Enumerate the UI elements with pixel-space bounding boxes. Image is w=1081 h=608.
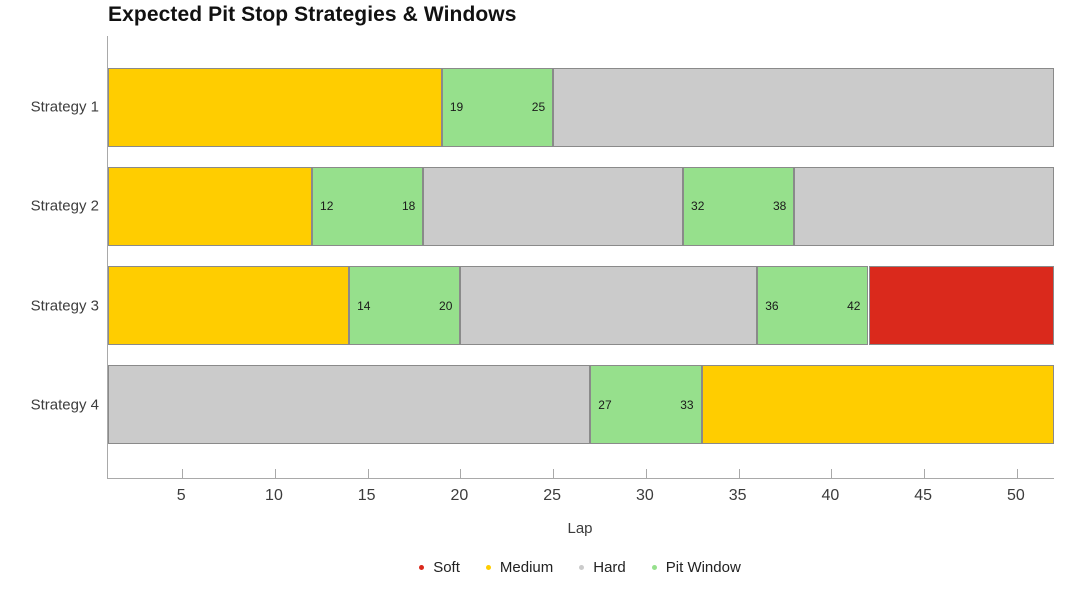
legend: Soft Medium Hard Pit Window bbox=[107, 555, 1053, 579]
pit-window-end-label: 42 bbox=[847, 298, 861, 313]
x-axis-tick-label: 40 bbox=[821, 487, 840, 504]
legend-item-label: Hard bbox=[593, 558, 626, 576]
legend-swatch-soft-icon bbox=[419, 564, 425, 570]
x-axis-tick-labels: 5 10 15 20 25 30 35 40 45 50 bbox=[107, 487, 1053, 507]
bar-segment-medium bbox=[108, 67, 442, 147]
bar-segment-hard bbox=[423, 166, 683, 246]
legend-item-hard[interactable]: Hard bbox=[579, 559, 626, 576]
x-axis-tick bbox=[645, 469, 647, 478]
legend-item-pit-window[interactable]: Pit Window bbox=[651, 558, 741, 576]
pit-window-start-label: 12 bbox=[320, 199, 334, 214]
x-axis-tick-label: 35 bbox=[728, 487, 747, 504]
x-axis-tick-label: 50 bbox=[1006, 487, 1025, 504]
bar-segment-pit-window: 32 38 bbox=[683, 166, 795, 246]
x-axis-tick-label: 30 bbox=[636, 487, 654, 504]
pit-window-end-label: 38 bbox=[772, 199, 787, 214]
legend-swatch-hard-icon bbox=[579, 564, 585, 570]
bar-segment-pit-window: 14 20 bbox=[349, 266, 461, 346]
legend-item-soft[interactable]: Soft bbox=[419, 559, 460, 576]
x-axis-title: Lap bbox=[567, 520, 593, 537]
y-axis-category-label: Strategy 2 bbox=[30, 197, 99, 215]
bar-segment-pit-window: 12 18 bbox=[312, 166, 424, 246]
pit-window-end-label: 25 bbox=[531, 100, 546, 114]
strategy-row: Strategy 4 27 33 bbox=[31, 365, 1054, 445]
plot-area: Strategy 1 19 25 Strategy 2 12 18 32 38 Strategy… bbox=[31, 36, 1054, 479]
legend-item-label: Soft bbox=[433, 558, 460, 576]
bar-segment-pit-window: 27 33 bbox=[590, 365, 702, 445]
pit-window-start-label: 19 bbox=[449, 100, 464, 114]
x-axis-tick bbox=[367, 469, 369, 478]
legend-swatch-pit-window-icon bbox=[651, 564, 657, 570]
pit-window-end-label: 18 bbox=[401, 199, 416, 214]
bar-segment-pit-window: 36 42 bbox=[757, 266, 869, 346]
pit-window-start-label: 32 bbox=[691, 199, 705, 214]
x-axis-tick-label: 45 bbox=[914, 487, 933, 504]
strategy-row: Strategy 2 12 18 32 38 bbox=[31, 166, 1054, 246]
x-axis-tick-label: 20 bbox=[450, 487, 469, 504]
bar-segment-soft bbox=[868, 266, 1054, 346]
x-axis-tick bbox=[831, 469, 833, 478]
bar-segment-medium bbox=[108, 266, 350, 346]
bar-segment-hard bbox=[460, 266, 758, 346]
x-axis-tick-label: 15 bbox=[357, 487, 376, 504]
pit-window-end-label: 20 bbox=[439, 298, 453, 313]
y-axis-category-label: Strategy 4 bbox=[30, 396, 99, 414]
x-axis-tick-label: 10 bbox=[265, 487, 283, 504]
y-axis-category-label: Strategy 1 bbox=[30, 98, 99, 116]
x-axis-tick bbox=[1016, 469, 1018, 478]
x-axis-tick bbox=[553, 469, 555, 478]
x-axis-tick-label: 5 bbox=[176, 487, 186, 504]
bar-segment-hard bbox=[108, 365, 591, 445]
x-axis-tick bbox=[274, 469, 276, 478]
pit-window-start-label: 36 bbox=[765, 298, 779, 313]
x-axis-tick bbox=[738, 469, 740, 478]
legend-swatch-medium-icon bbox=[485, 564, 491, 570]
x-axis-tick bbox=[460, 469, 462, 478]
pit-window-start-label: 27 bbox=[598, 397, 612, 412]
bar-segment-medium bbox=[108, 166, 313, 246]
bar-segment-hard bbox=[553, 67, 1054, 147]
chart-title: Expected Pit Stop Strategies & Windows bbox=[108, 3, 517, 26]
x-axis-tick-label: 25 bbox=[543, 487, 562, 504]
legend-item-medium[interactable]: Medium bbox=[485, 558, 554, 576]
strategy-row: Strategy 3 14 20 36 42 bbox=[31, 266, 1054, 346]
legend-item-label: Medium bbox=[499, 558, 554, 576]
bar-segment-pit-window: 19 25 bbox=[441, 67, 554, 147]
x-axis-tick bbox=[924, 469, 926, 478]
strategy-row: Strategy 1 19 25 bbox=[31, 67, 1054, 147]
bar-segment-hard bbox=[794, 166, 1054, 246]
x-axis-tick bbox=[182, 469, 184, 478]
pit-window-end-label: 33 bbox=[680, 397, 694, 412]
pit-window-start-label: 14 bbox=[357, 298, 371, 313]
y-axis-category-label: Strategy 3 bbox=[30, 297, 99, 315]
bar-segment-medium bbox=[701, 365, 1054, 445]
legend-item-label: Pit Window bbox=[665, 558, 741, 576]
